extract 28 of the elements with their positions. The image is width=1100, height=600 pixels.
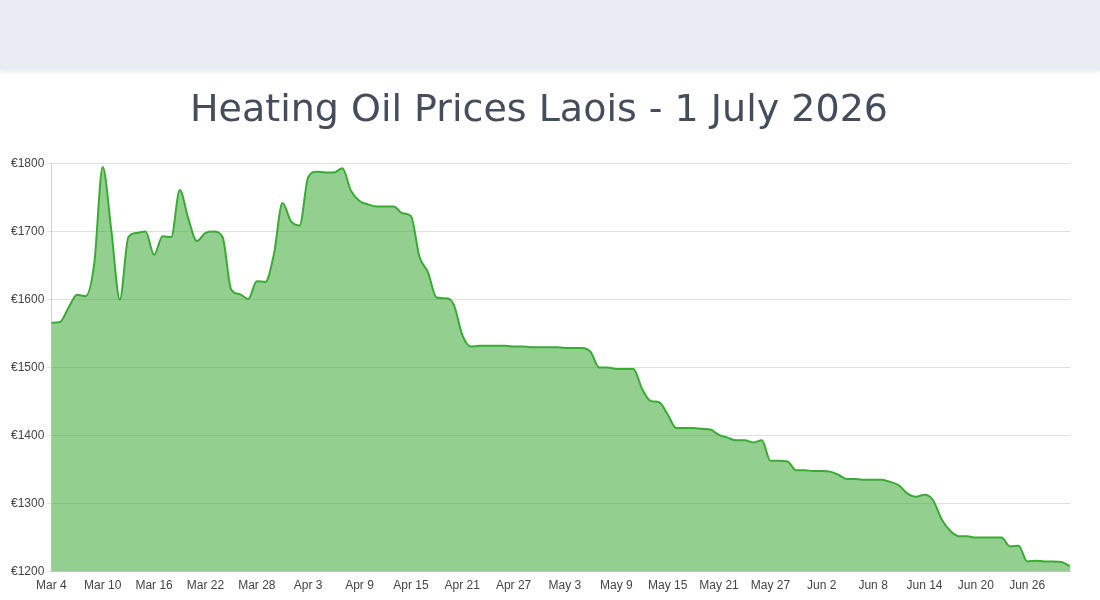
y-tick-label: €1300 [10,495,45,510]
x-tick-label: May 3 [548,578,582,593]
chart-title: Heating Oil Prices Laois - 1 July 2026 [190,85,888,130]
y-tick-label: €1200 [10,563,45,578]
x-tick-label: Apr 15 [393,578,429,593]
x-tick-label: May 15 [648,578,688,593]
x-tick-label: May 21 [699,578,740,593]
x-tick-label: Apr 21 [444,578,481,593]
x-tick-label: Apr 9 [345,578,375,593]
x-tick-label: Mar 16 [135,578,174,593]
x-tick-label: Mar 4 [36,578,68,593]
x-tick-label: Apr 27 [495,578,532,593]
x-tick-label: Jun 14 [906,578,943,593]
y-tick-label: €1500 [10,359,45,374]
y-tick-label: €1400 [10,427,45,442]
x-tick-label: Mar 22 [186,578,225,593]
x-tick-label: Apr 3 [293,578,323,593]
x-tick-label: May 9 [599,578,633,593]
x-tick-label: Jun 26 [1009,578,1046,593]
x-tick-label: Mar 28 [238,578,276,593]
y-tick-label: €1800 [10,155,45,170]
x-tick-label: Jun 20 [957,578,995,593]
y-tick-label: €1600 [10,291,45,306]
x-tick-label: Jun 2 [807,578,837,593]
x-tick-label: May 27 [750,578,791,593]
y-tick-label: €1700 [10,223,45,238]
x-tick-label: Mar 10 [84,578,122,593]
x-tick-label: Jun 8 [858,578,889,593]
